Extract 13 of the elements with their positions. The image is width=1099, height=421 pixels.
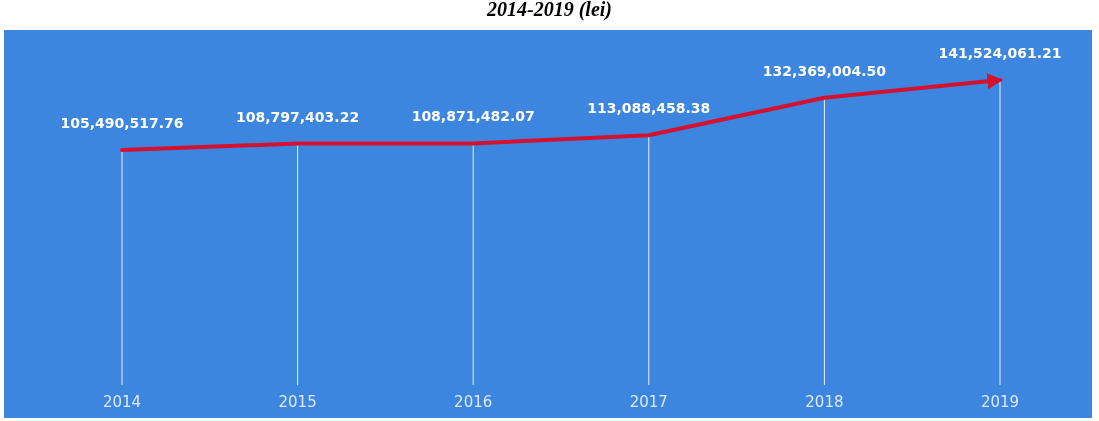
- x-tick-label: 2017: [629, 393, 668, 411]
- x-tick-label: 2016: [454, 393, 493, 411]
- x-tick-label: 2014: [102, 393, 142, 411]
- data-label: 132,369,004.50: [762, 62, 887, 79]
- data-label: 108,871,482.07: [411, 108, 535, 125]
- data-label: 105,490,517.76: [60, 115, 184, 131]
- data-label: 141,524,061.21: [938, 45, 1062, 61]
- x-tick-label: 2019: [980, 393, 1020, 411]
- data-label: 113,088,458.38: [587, 100, 711, 117]
- x-tick-label: 2015: [278, 393, 317, 411]
- chart-title: 2014-2019 (lei): [486, 0, 612, 21]
- x-tick-label: 2018: [805, 393, 844, 411]
- data-label: 108,797,403.22: [236, 108, 360, 125]
